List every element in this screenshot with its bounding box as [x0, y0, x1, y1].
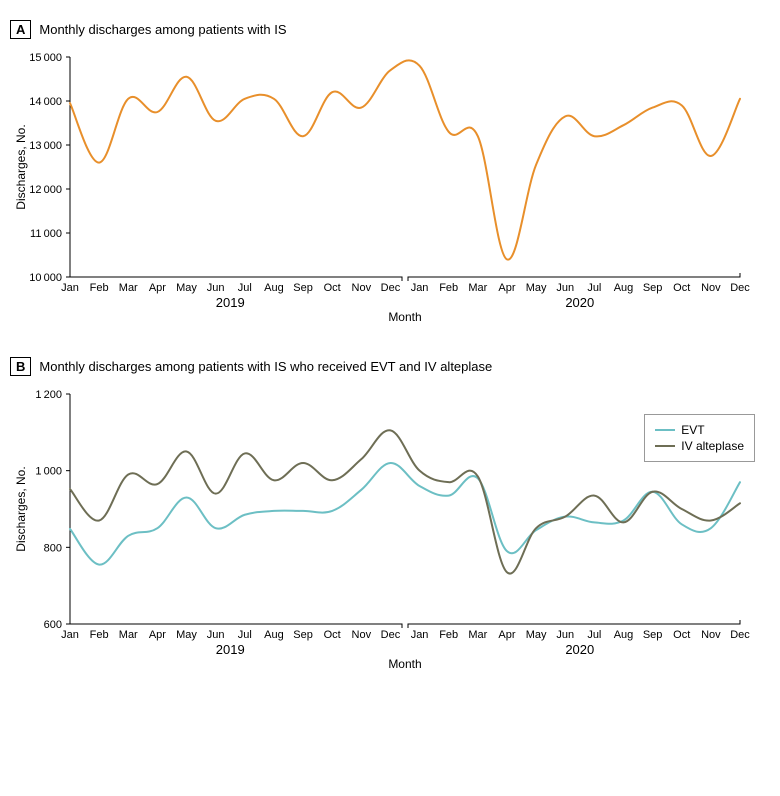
svg-text:Apr: Apr — [498, 629, 515, 641]
panel-b-header: B Monthly discharges among patients with… — [10, 357, 770, 376]
legend-swatch — [655, 429, 675, 431]
svg-text:1 200: 1 200 — [35, 389, 62, 401]
svg-text:Jun: Jun — [556, 282, 574, 294]
svg-text:14 000: 14 000 — [29, 96, 62, 108]
svg-text:Mar: Mar — [119, 282, 138, 294]
svg-text:Feb: Feb — [439, 629, 458, 641]
panel-a-chart: 10 000 11 000 12 000 13 000 14 000 15 000 Disc… — [10, 47, 770, 327]
svg-text:2020: 2020 — [565, 642, 594, 657]
svg-text:10 000: 10 000 — [29, 272, 62, 284]
svg-text:Jun: Jun — [207, 629, 225, 641]
panel-b-letter: B — [10, 357, 31, 376]
svg-text:11 000: 11 000 — [30, 228, 62, 240]
legend-label: EVT — [681, 423, 704, 437]
legend-item: EVT — [655, 423, 744, 437]
panel-a-letter: A — [10, 20, 31, 39]
svg-text:Aug: Aug — [614, 282, 634, 294]
panel-b-chart: 600 800 1 000 1 200 Discharges, No. Jan Feb Mar… — [10, 384, 770, 674]
svg-text:2020: 2020 — [565, 295, 594, 310]
svg-text:Apr: Apr — [498, 282, 515, 294]
legend-swatch — [655, 445, 675, 447]
svg-text:Jan: Jan — [411, 629, 429, 641]
legend-item: IV alteplase — [655, 439, 744, 453]
panel-a: A Monthly discharges among patients with… — [10, 20, 770, 327]
legend-label: IV alteplase — [681, 439, 744, 453]
svg-text:Dec: Dec — [730, 629, 750, 641]
svg-text:Jul: Jul — [238, 282, 252, 294]
svg-text:Jan: Jan — [61, 629, 79, 641]
svg-text:Month: Month — [388, 310, 421, 324]
svg-text:Sep: Sep — [643, 282, 663, 294]
svg-text:Sep: Sep — [293, 282, 313, 294]
svg-text:800: 800 — [44, 542, 62, 554]
svg-text:Jun: Jun — [207, 282, 225, 294]
svg-text:2019: 2019 — [216, 642, 245, 657]
svg-text:13 000: 13 000 — [29, 140, 62, 152]
svg-text:Nov: Nov — [352, 282, 372, 294]
svg-text:Feb: Feb — [90, 282, 109, 294]
svg-text:Oct: Oct — [324, 629, 341, 641]
svg-text:Month: Month — [388, 657, 421, 671]
svg-text:Oct: Oct — [673, 629, 690, 641]
svg-text:Mar: Mar — [468, 629, 487, 641]
svg-text:Sep: Sep — [643, 629, 663, 641]
svg-text:Feb: Feb — [90, 629, 109, 641]
svg-text:Sep: Sep — [293, 629, 313, 641]
panel-b: B Monthly discharges among patients with… — [10, 357, 770, 674]
svg-text:May: May — [526, 629, 547, 641]
svg-text:Dec: Dec — [730, 282, 750, 294]
svg-text:May: May — [176, 629, 197, 641]
svg-text:600: 600 — [44, 619, 62, 631]
svg-text:Apr: Apr — [149, 282, 166, 294]
svg-text:Nov: Nov — [701, 282, 721, 294]
svg-text:Jan: Jan — [411, 282, 429, 294]
svg-text:Aug: Aug — [264, 629, 284, 641]
svg-text:Aug: Aug — [614, 629, 634, 641]
svg-text:1 000: 1 000 — [35, 466, 62, 478]
svg-text:12 000: 12 000 — [29, 184, 62, 196]
panel-a-header: A Monthly discharges among patients with… — [10, 20, 770, 39]
panel-a-title: Monthly discharges among patients with I… — [39, 22, 286, 37]
svg-text:15 000: 15 000 — [29, 52, 62, 64]
svg-text:Oct: Oct — [673, 282, 690, 294]
svg-text:Jun: Jun — [556, 629, 574, 641]
svg-text:May: May — [176, 282, 197, 294]
svg-text:Mar: Mar — [468, 282, 487, 294]
panel-b-title: Monthly discharges among patients with I… — [39, 359, 492, 374]
svg-text:Feb: Feb — [439, 282, 458, 294]
svg-text:Dec: Dec — [381, 282, 401, 294]
legend: EVT IV alteplase — [644, 414, 755, 462]
svg-text:Oct: Oct — [324, 282, 341, 294]
svg-text:Nov: Nov — [352, 629, 372, 641]
svg-text:Aug: Aug — [264, 282, 284, 294]
svg-text:Mar: Mar — [119, 629, 138, 641]
svg-text:Jan: Jan — [61, 282, 79, 294]
svg-text:May: May — [526, 282, 547, 294]
svg-text:Apr: Apr — [149, 629, 166, 641]
svg-text:Dec: Dec — [381, 629, 401, 641]
svg-text:Jul: Jul — [587, 282, 601, 294]
svg-text:2019: 2019 — [216, 295, 245, 310]
svg-text:Jul: Jul — [238, 629, 252, 641]
svg-text:Nov: Nov — [701, 629, 721, 641]
svg-text:Discharges, No.: Discharges, No. — [14, 466, 28, 551]
svg-text:Discharges, No.: Discharges, No. — [14, 124, 28, 209]
svg-text:Jul: Jul — [587, 629, 601, 641]
